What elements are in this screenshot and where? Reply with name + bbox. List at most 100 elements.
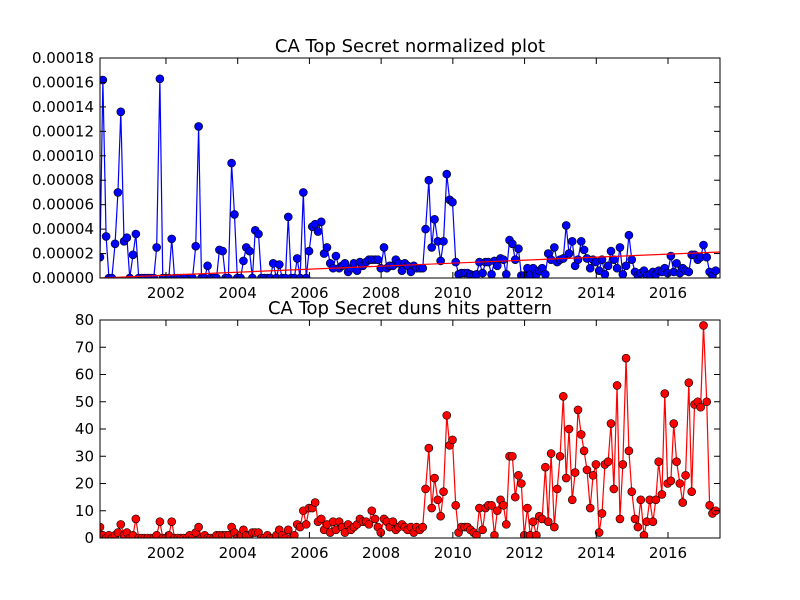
data-point [636,495,646,505]
x-tick-label: 2014 [577,544,615,562]
data-point [451,500,461,510]
data-point [567,237,577,246]
data-point [436,511,445,521]
data-point [397,266,407,275]
data-point [570,468,580,477]
data-point [508,239,517,249]
data-point [654,457,663,467]
y-tick-label: 0.00016 [32,73,94,91]
data-point [699,240,708,250]
chart-title: CA Top Secret duns hits pattern [268,298,552,319]
data-point [274,260,284,269]
data-point [224,273,233,278]
data-point [499,500,508,510]
data-point [448,435,457,445]
x-tick-label: 2010 [434,544,472,562]
y-tick-label: 30 [75,447,94,465]
data-point [100,522,105,532]
data-point [421,224,430,234]
data-point [514,471,523,480]
x-tick-label: 2008 [362,284,400,302]
data-point [316,217,326,227]
data-point [122,233,132,242]
data-point [155,74,165,84]
data-point [672,259,681,268]
data-point [555,451,565,461]
data-point [606,419,616,428]
data-point [702,397,712,407]
data-point [633,522,643,532]
data-point [609,484,619,494]
data-point [550,522,559,532]
y-tick-label: 40 [75,420,94,438]
y-tick-label: 0.00006 [32,196,94,214]
data-point [585,503,595,513]
data-point [672,457,681,467]
data-point [550,243,559,252]
data-point [493,261,502,271]
x-tick-label: 2006 [290,544,328,562]
data-point [100,252,105,262]
data-point [567,495,577,505]
data-point [433,495,443,505]
data-point [561,221,571,230]
data-point [167,517,177,526]
y-tick-label: 0.00014 [32,98,94,116]
x-tick-label: 2008 [362,544,400,562]
data-point [499,255,508,264]
data-point [546,449,556,458]
data-point [442,169,452,179]
data-point [245,246,254,256]
data-point [552,484,562,494]
data-point [155,517,165,526]
data-point [131,229,141,239]
x-tick-label: 2016 [649,284,687,302]
data-point [218,246,227,256]
data-point [367,506,377,516]
x-tick-label: 2016 [649,544,687,562]
data-point [600,270,610,278]
data-point [472,530,481,538]
y-tick-label: 80 [75,311,94,329]
data-point [558,391,568,401]
data-point [621,261,631,271]
data-point [421,484,430,494]
data-point [681,471,690,480]
data-point [510,255,520,264]
data-point [657,490,667,499]
data-point [424,443,434,453]
x-tick-label: 2006 [290,284,328,302]
data-point [304,246,314,256]
x-tick-label: 2004 [219,544,257,562]
data-point [424,175,434,185]
data-point [564,424,574,434]
data-point [331,251,341,261]
data-point [310,498,320,507]
data-point [313,227,323,236]
data-point [131,514,141,524]
data-point [612,263,622,273]
data-point [501,270,511,278]
data-point [439,487,448,496]
data-point [113,188,123,197]
x-tick-label: 2012 [505,284,543,302]
data-point [702,252,712,262]
data-point [283,212,293,222]
y-tick-label: 50 [75,393,94,411]
y-tick-label: 0.00002 [32,245,94,263]
y-tick-label: 0.00004 [32,220,94,238]
data-point [606,246,616,256]
x-tick-label: 2002 [147,544,185,562]
data-point [573,405,583,415]
data-point [660,389,670,398]
data-point [493,506,502,516]
data-point [194,522,203,532]
data-point [478,268,487,278]
data-point [639,530,649,538]
data-point [191,241,201,251]
data-point [666,251,676,261]
data-point [594,528,604,537]
data-point [490,530,499,538]
data-point [316,514,326,524]
data-point [427,503,436,513]
